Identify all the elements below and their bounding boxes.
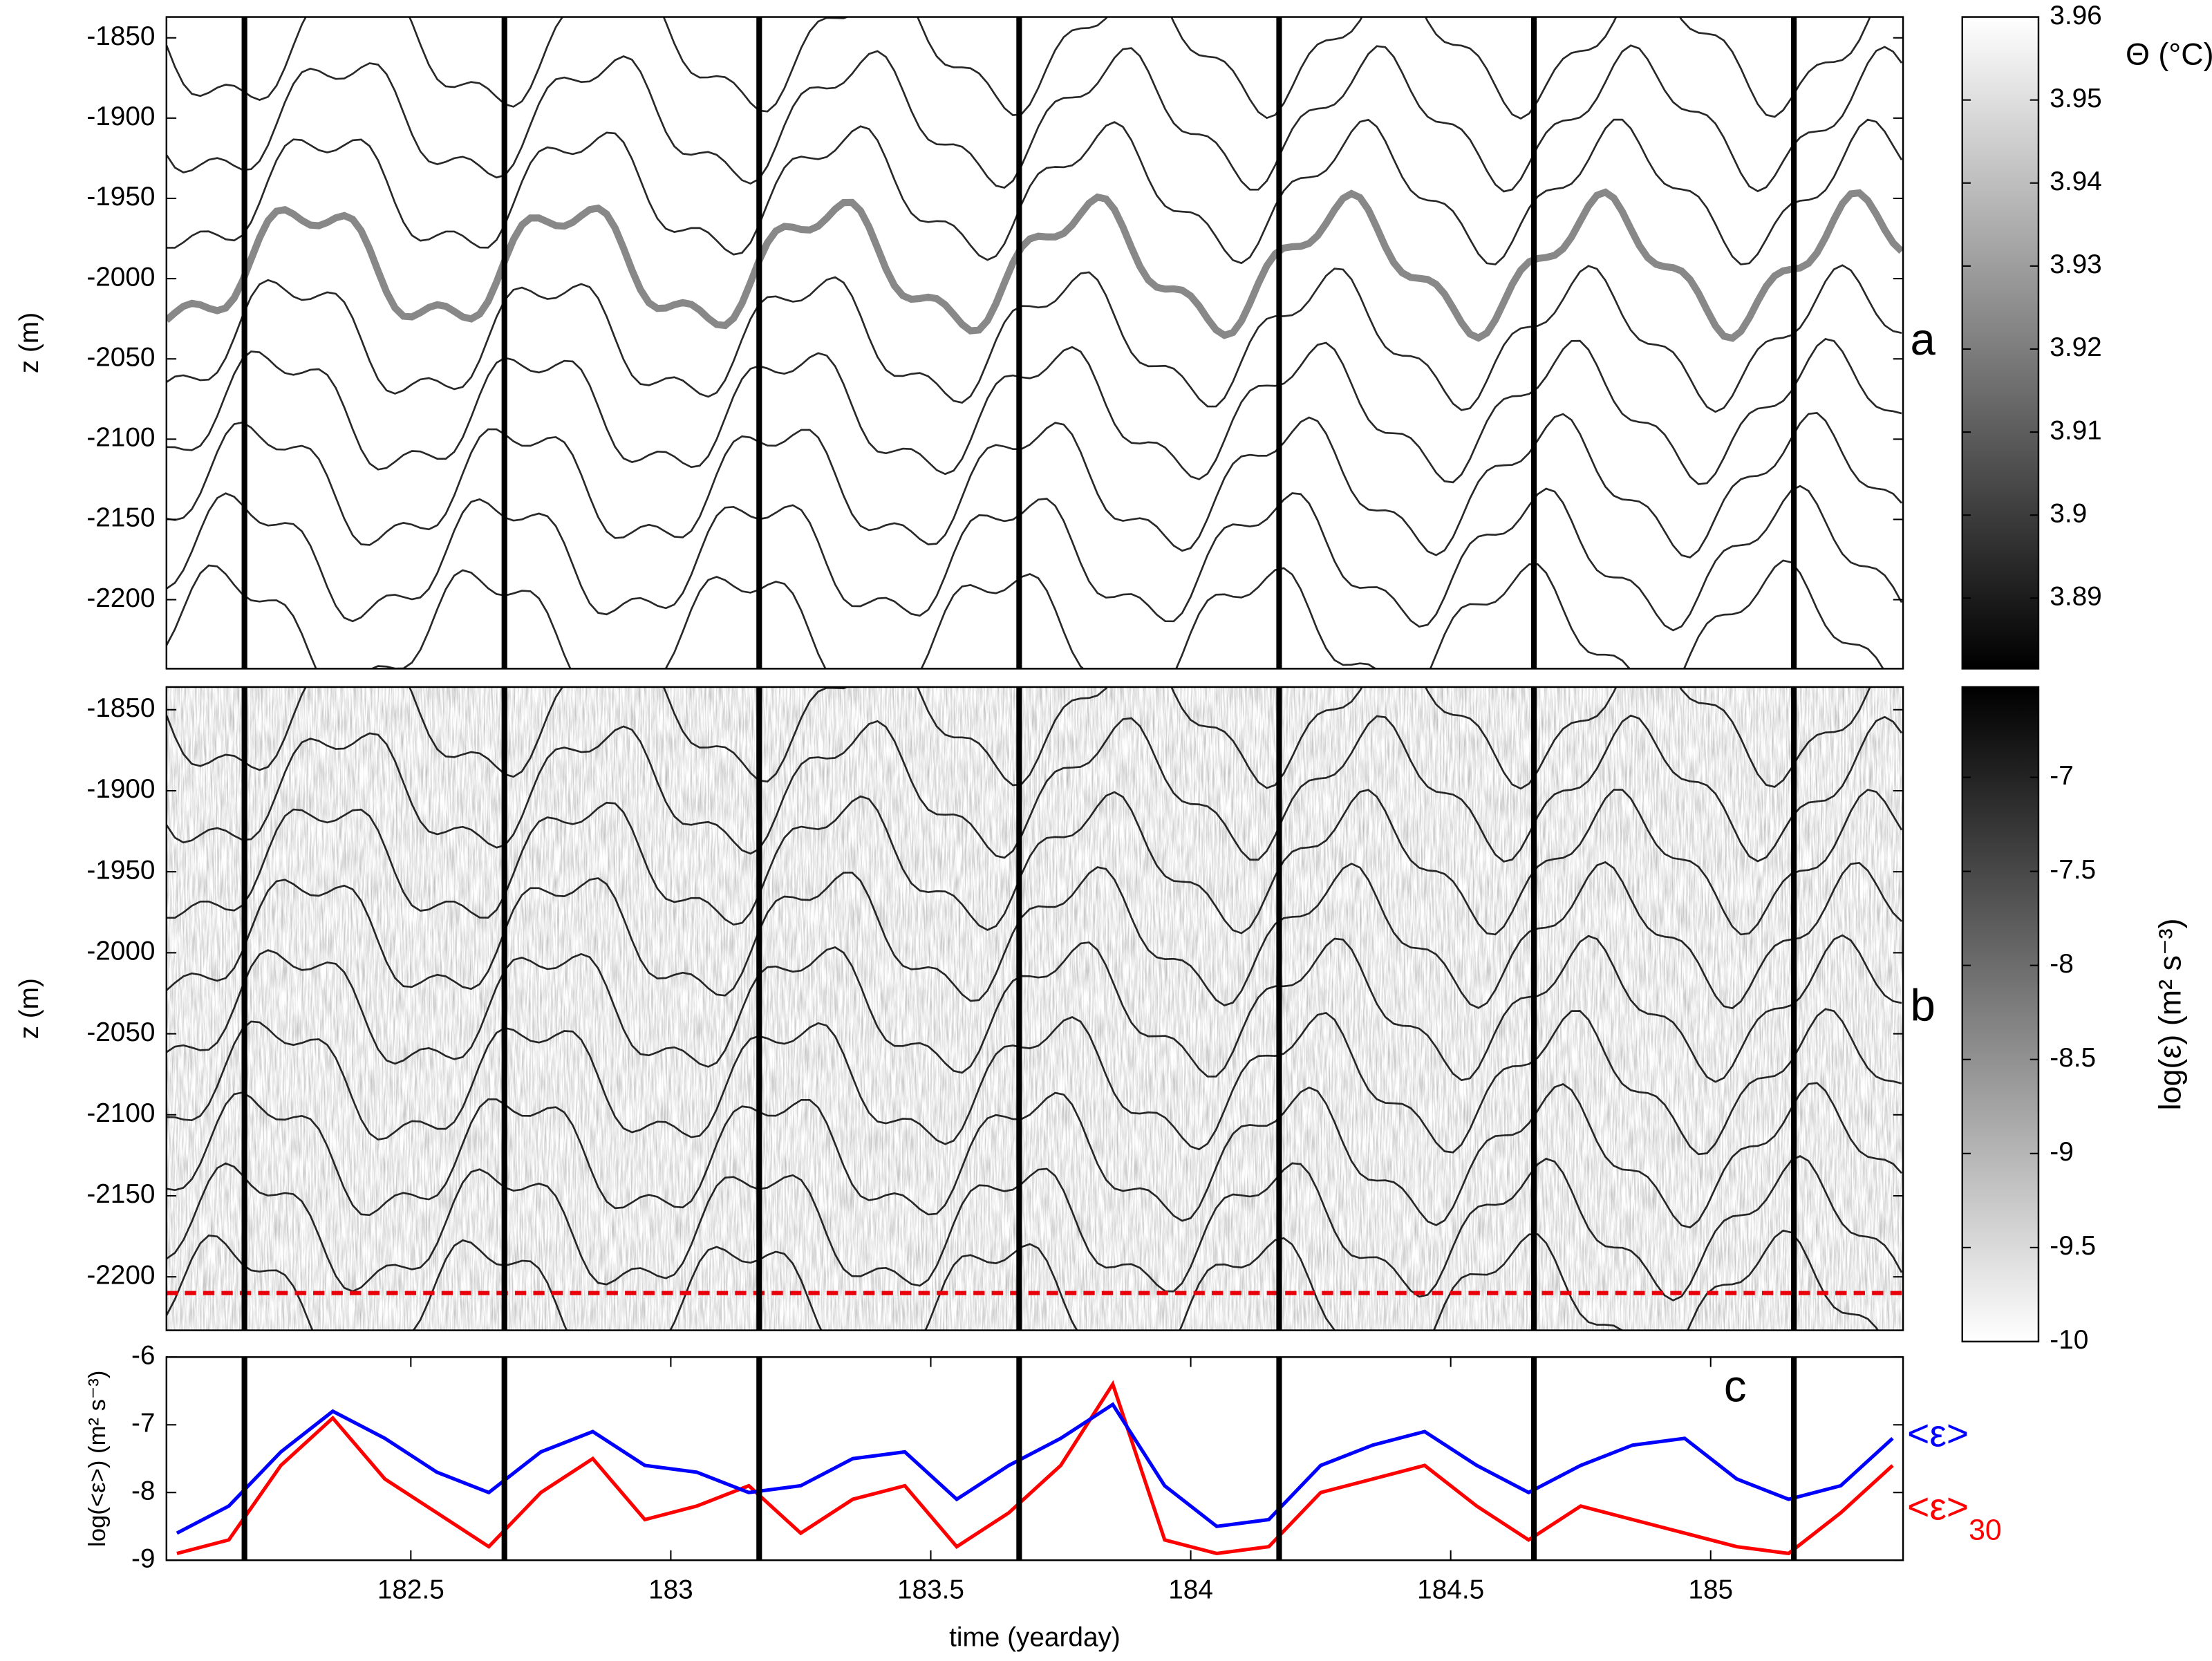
y-tick-label: -9 xyxy=(131,1543,155,1573)
x-tick-label: 183 xyxy=(648,1575,693,1604)
y-tick-label: -1900 xyxy=(86,774,155,804)
y-tick-label: -8 xyxy=(131,1476,155,1505)
panel-label: b xyxy=(1910,980,1935,1031)
contour xyxy=(166,714,1903,863)
panel-label: c xyxy=(1724,1361,1747,1411)
y-axis-label: z (m) xyxy=(15,312,44,373)
plot-bg xyxy=(166,17,1904,669)
y-tick-label: -1950 xyxy=(86,182,155,212)
y-tick-label: -2100 xyxy=(86,423,155,453)
colorbar-label: Θ (°C) xyxy=(2126,37,2212,72)
colorbar xyxy=(1961,16,2040,670)
series-line xyxy=(176,1380,1894,1556)
colorbar-tick-label: 3.91 xyxy=(2050,415,2101,445)
contour xyxy=(166,861,1902,1010)
field-texture xyxy=(166,686,1904,1331)
colorbar-tick-label: -7 xyxy=(2050,761,2073,791)
axes-frame xyxy=(165,1356,1904,1561)
y-tick-label: -6 xyxy=(131,1341,155,1371)
colorbar-tick-label: -8.5 xyxy=(2050,1043,2096,1073)
x-tick-label: 182.5 xyxy=(377,1575,444,1604)
y-tick-label: -2200 xyxy=(86,1260,155,1290)
colorbar-tick-label: 3.96 xyxy=(2050,1,2101,30)
legend-text: <ε> xyxy=(1907,1485,1969,1528)
y-tick-label: -2200 xyxy=(86,583,155,613)
y-axis-label: log(<ε>) (m² s⁻³) xyxy=(84,1371,111,1547)
contour xyxy=(166,686,1871,790)
x-axis-label: time (yearday) xyxy=(949,1623,1121,1653)
contour xyxy=(166,559,1884,669)
y-tick-label: -2100 xyxy=(86,1098,155,1128)
contour xyxy=(166,338,1902,485)
contour xyxy=(166,1082,1903,1229)
contour xyxy=(166,264,1902,413)
y-tick-label: -1850 xyxy=(86,693,155,723)
plot-area xyxy=(166,686,1904,1331)
contour xyxy=(166,1155,1903,1302)
x-tick-label: 184.5 xyxy=(1417,1575,1484,1604)
y-tick-label: -2050 xyxy=(86,342,155,372)
y-axis-label: z (m) xyxy=(15,978,44,1039)
contour xyxy=(166,1008,1902,1156)
legend-subscript: 30 xyxy=(1969,1514,2002,1547)
y-tick-label: -2150 xyxy=(86,1179,155,1209)
y-tick-label: -2000 xyxy=(86,262,155,292)
contour xyxy=(166,412,1903,559)
colorbar-tick-label: 3.89 xyxy=(2050,582,2101,612)
colorbar-label: log(ε) (m² s⁻³) xyxy=(2153,918,2188,1110)
contour xyxy=(166,789,1903,936)
colorbar-tick-label: 3.94 xyxy=(2050,167,2101,196)
plot-bg xyxy=(166,1357,1904,1561)
x-tick-label: 185 xyxy=(1688,1575,1733,1604)
colorbar-tick-label: -8 xyxy=(2050,949,2073,979)
series-line xyxy=(176,1402,1894,1535)
contour xyxy=(166,485,1903,632)
plot-area xyxy=(166,17,1904,669)
y-tick-label: -1850 xyxy=(86,21,155,51)
y-tick-label: -2050 xyxy=(86,1017,155,1047)
y-tick-label: -2000 xyxy=(86,937,155,966)
y-tick-label: -1950 xyxy=(86,855,155,885)
colorbar-tick-label: -7.5 xyxy=(2050,855,2096,885)
plot-area xyxy=(166,1357,1904,1561)
axes-frame xyxy=(165,16,1904,670)
y-tick-label: -7 xyxy=(131,1409,155,1438)
contour xyxy=(166,188,1904,342)
contour xyxy=(166,934,1902,1083)
y-tick-label: -2150 xyxy=(86,503,155,533)
contour xyxy=(166,118,1903,265)
colorbar-tick-label: -9.5 xyxy=(2050,1231,2096,1261)
colorbar-tick-label: -10 xyxy=(2050,1325,2088,1355)
legend-entry: <ε>30 xyxy=(1907,1485,2002,1546)
axes-frame xyxy=(165,686,1904,1331)
y-tick-label: -1900 xyxy=(86,102,155,131)
colorbar-tick-label: 3.95 xyxy=(2050,84,2101,113)
legend-text: <ε> xyxy=(1907,1411,1969,1454)
x-tick-label: 184 xyxy=(1168,1575,1213,1604)
contour xyxy=(166,1229,1880,1331)
colorbar-tick-label: 3.93 xyxy=(2050,250,2101,279)
x-tick-label: 183.5 xyxy=(897,1575,964,1604)
contour xyxy=(166,17,1871,120)
colorbar-tick-label: -9 xyxy=(2050,1137,2073,1167)
panel-label: a xyxy=(1910,314,1936,364)
colorbar-tick-label: 3.9 xyxy=(2050,498,2087,528)
contour xyxy=(166,44,1903,193)
colorbar-tick-label: 3.92 xyxy=(2050,332,2101,362)
colorbar xyxy=(1961,686,2040,1343)
legend-entry: <ε> xyxy=(1907,1411,1969,1454)
